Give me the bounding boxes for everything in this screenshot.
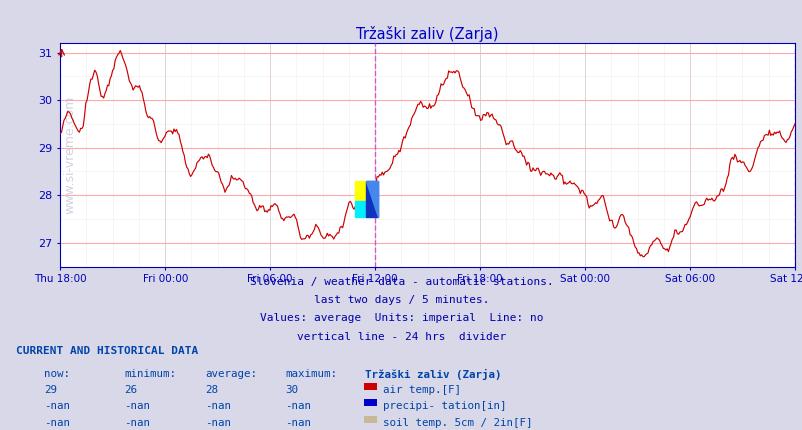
Text: vertical line - 24 hrs  divider: vertical line - 24 hrs divider	[297, 332, 505, 341]
Text: -nan: -nan	[205, 418, 230, 427]
Text: 29: 29	[44, 385, 57, 395]
Text: -nan: -nan	[124, 418, 150, 427]
Polygon shape	[366, 181, 378, 217]
Bar	[354, 181, 366, 200]
Text: now:: now:	[44, 369, 70, 378]
Text: -nan: -nan	[285, 418, 310, 427]
Text: 28: 28	[205, 385, 217, 395]
Text: -nan: -nan	[285, 401, 310, 411]
Text: -nan: -nan	[44, 401, 70, 411]
Text: Values: average  Units: imperial  Line: no: Values: average Units: imperial Line: no	[259, 313, 543, 323]
Text: last two days / 5 minutes.: last two days / 5 minutes.	[314, 295, 488, 305]
Text: Slovenia / weather data - automatic stations.: Slovenia / weather data - automatic stat…	[249, 277, 553, 287]
Text: -nan: -nan	[124, 401, 150, 411]
Text: 26: 26	[124, 385, 137, 395]
Text: maximum:: maximum:	[285, 369, 337, 378]
Text: CURRENT AND HISTORICAL DATA: CURRENT AND HISTORICAL DATA	[16, 346, 198, 356]
Bar	[366, 181, 378, 217]
Text: average:: average:	[205, 369, 257, 378]
Text: -nan: -nan	[205, 401, 230, 411]
Text: Tržaški zaliv (Zarja): Tržaški zaliv (Zarja)	[365, 369, 501, 380]
Text: soil temp. 5cm / 2in[F]: soil temp. 5cm / 2in[F]	[383, 418, 532, 427]
Title: Tržaški zaliv (Zarja): Tržaški zaliv (Zarja)	[356, 26, 498, 42]
Text: www.si-vreme.com: www.si-vreme.com	[63, 95, 76, 214]
Text: -nan: -nan	[44, 418, 70, 427]
Bar	[354, 200, 366, 217]
Text: air temp.[F]: air temp.[F]	[383, 385, 460, 395]
Text: 30: 30	[285, 385, 298, 395]
Text: precipi- tation[in]: precipi- tation[in]	[383, 401, 506, 411]
Text: minimum:: minimum:	[124, 369, 176, 378]
